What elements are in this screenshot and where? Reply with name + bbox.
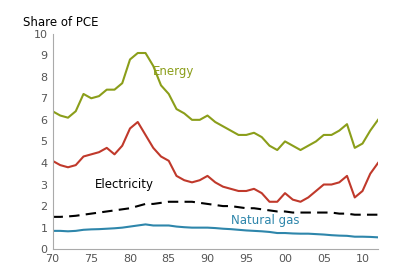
Text: Share of PCE: Share of PCE [23, 16, 99, 29]
Text: Natural gas: Natural gas [231, 214, 299, 227]
Text: Energy: Energy [153, 65, 194, 78]
Text: Electricity: Electricity [95, 178, 154, 191]
